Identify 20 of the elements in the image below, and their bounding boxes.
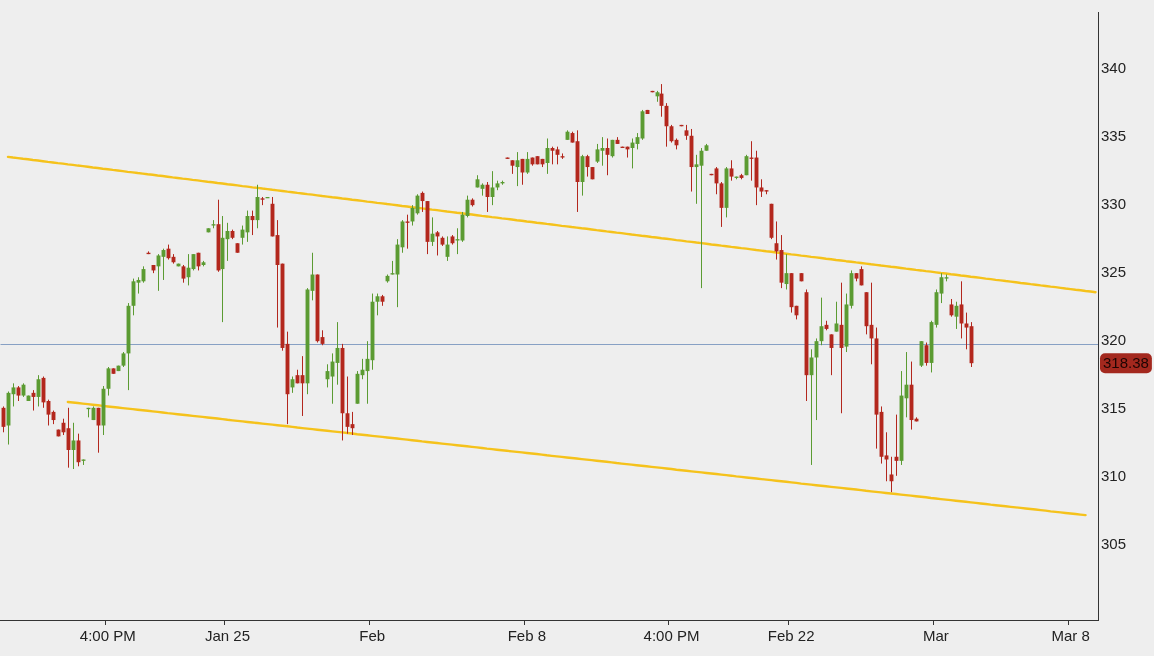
x-tick-label: Feb 8 xyxy=(507,627,546,645)
y-tick-label: 335 xyxy=(1101,127,1127,145)
text: 318.38 xyxy=(1103,354,1149,372)
y-tick-label: 320 xyxy=(1101,331,1127,349)
x-tick-label: 4:00 PM xyxy=(79,627,136,645)
x-tick-label: 4:00 PM xyxy=(643,627,700,645)
y-tick-label: 330 xyxy=(1101,195,1127,213)
x-tick-label: Feb 22 xyxy=(767,627,815,645)
y-tick-label: 325 xyxy=(1101,263,1127,281)
candlestick xyxy=(455,227,460,255)
x-tick-label: Jan 25 xyxy=(204,627,251,645)
candlestick xyxy=(964,312,969,350)
y-tick-label: 310 xyxy=(1101,467,1127,485)
y-tick-label: 305 xyxy=(1101,535,1127,553)
y-tick-label: 315 xyxy=(1101,399,1127,417)
x-tick-label: Feb xyxy=(359,627,386,645)
x-tick-label: Mar xyxy=(922,627,949,645)
x-tick-label: Mar 8 xyxy=(1051,627,1090,645)
candlestick xyxy=(405,214,410,250)
y-tick-label: 340 xyxy=(1101,59,1127,77)
